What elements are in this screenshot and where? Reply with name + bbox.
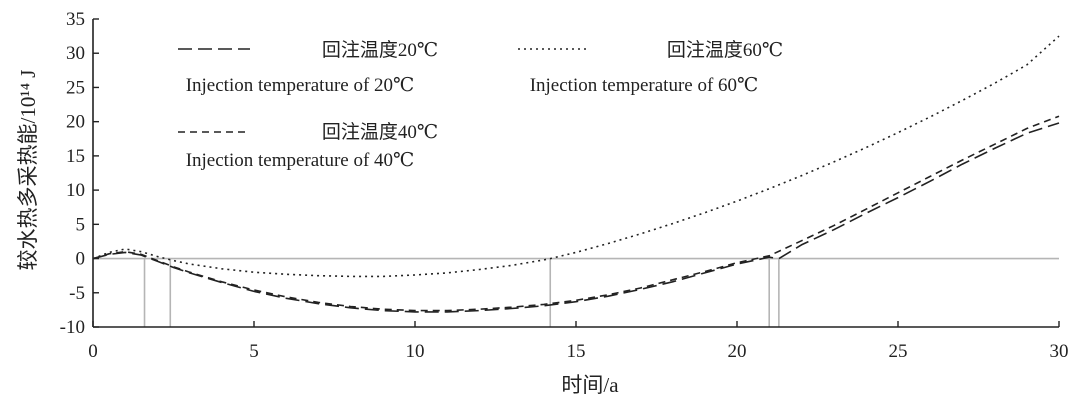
x-tick-label: 25 [889,341,908,362]
y-tick-label: 30 [66,43,85,64]
series-line-1 [92,122,1060,313]
y-tick-label: 10 [66,180,85,201]
x-axis-title: 时间/a [561,373,619,397]
x-tick-label: 20 [728,341,747,362]
y-tick-label: 0 [76,249,86,270]
reference-lines [93,257,1059,327]
y-tick-label: -5 [69,283,85,304]
x-tick-label: 5 [249,341,259,362]
y-tick-label: 5 [76,214,86,235]
x-tick-label: 10 [406,341,425,362]
y-tick-label: 35 [66,9,85,30]
x-tick-label: 0 [88,341,98,362]
series-lines [92,35,1060,313]
legend-label-en: Injection temperature of 40℃ [186,150,415,171]
legend-label-en: Injection temperature of 20℃ [186,75,415,96]
x-tick-label: 15 [567,341,586,362]
legend-label-cn: 回注温度40℃ [322,121,438,143]
legend-label-en: Injection temperature of 60℃ [530,75,759,96]
y-tick-label: 20 [66,112,85,133]
series-line-2 [92,115,1060,312]
y-tick-label: 15 [66,146,85,167]
legend: 回注温度20℃ Injection temperature of 20℃ 回注温度6… [178,39,783,171]
legend-label-cn: 回注温度60℃ [667,39,783,61]
legend-label-cn: 回注温度20℃ [322,39,438,61]
y-axis-title: 较水热多采热能/10¹⁴ J [16,70,40,271]
axes: -10 -5 0 5 10 15 20 25 30 35 0 5 10 15 20 25 30 [60,9,1069,362]
x-tick-label: 30 [1050,341,1069,362]
y-tick-label: 25 [66,77,85,98]
y-tick-label: -10 [60,317,85,338]
